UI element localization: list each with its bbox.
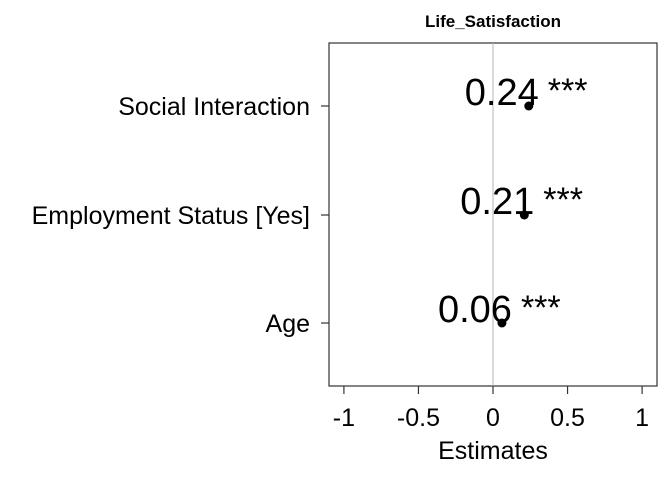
x-tick-label: -1: [333, 404, 355, 432]
x-tick-label: 0.5: [550, 404, 585, 432]
significance-label: ***: [548, 72, 588, 110]
estimate-points: 0.24 ***0.21 ***0.06 ***: [438, 72, 588, 331]
category-label: Employment Status [Yes]: [32, 202, 310, 230]
estimate-value-label: 0.24: [465, 72, 539, 114]
category-label: Age: [266, 310, 310, 338]
x-tick-label: 1: [635, 404, 649, 432]
estimate-point: [519, 210, 529, 220]
estimate-point: [524, 101, 534, 111]
x-tick-label: -0.5: [397, 404, 440, 432]
chart-title: Life_Satisfaction: [425, 12, 561, 31]
significance-label: ***: [543, 181, 583, 219]
category-label: Social Interaction: [118, 93, 310, 121]
x-tick-label: 0: [486, 404, 500, 432]
estimate-value-label: 0.21: [460, 181, 534, 223]
significance-label: ***: [521, 289, 561, 327]
estimate-value-label: 0.06: [438, 289, 512, 331]
y-axis: Social Interaction Employment Status [Yes…: [32, 93, 329, 338]
x-axis-title: Estimates: [438, 437, 548, 465]
estimate-point: [497, 318, 507, 328]
x-axis: -1 -0.5 0 0.5 1: [333, 386, 649, 432]
